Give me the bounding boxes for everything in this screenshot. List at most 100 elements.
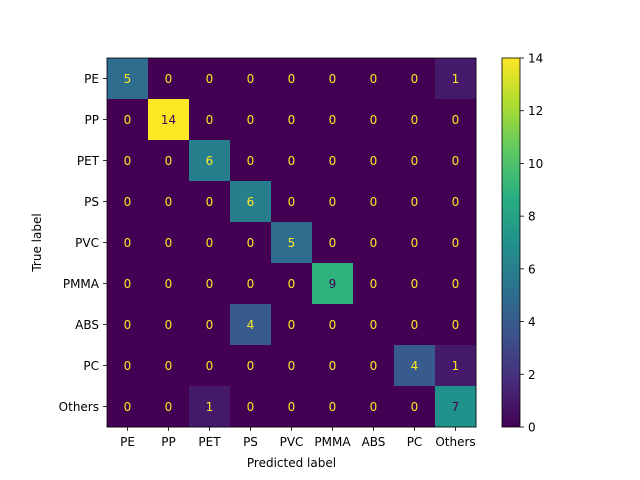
heatmap-cell (148, 304, 190, 346)
cell-value-label: 0 (329, 400, 337, 414)
heatmap-cell (230, 181, 272, 223)
colorbar-tick-label: 12 (528, 104, 543, 118)
heatmap-cell (230, 386, 272, 428)
heatmap-cell (353, 58, 395, 100)
cell-value-label: 0 (206, 72, 214, 86)
cell-value-label: 0 (452, 113, 460, 127)
x-tick-label: PS (243, 435, 258, 449)
y-tick-label: Others (59, 400, 99, 414)
colorbar-tick-label: 2 (528, 368, 536, 382)
heatmap-cells: 5 0 0 0 0 0 0 0 10 14 0 0 0 0 0 0 00 0 6 0 0 0 0 0 00 0 0 6 0 0 0 0 00 0 0… (107, 58, 477, 428)
cell-value-label: 0 (165, 277, 173, 291)
cell-value-label: 0 (247, 359, 255, 373)
y-tick-label: ABS (75, 318, 99, 332)
cell-value-label: 0 (411, 195, 419, 209)
cell-value-label: 0 (124, 154, 132, 168)
heatmap-cell (148, 181, 190, 223)
cell-value-label: 0 (411, 113, 419, 127)
cell-value-label: 0 (329, 318, 337, 332)
cell-value-label: 6 (206, 154, 214, 168)
heatmap-cell (271, 304, 313, 346)
cell-value-label: 0 (206, 113, 214, 127)
cell-value-label: 0 (329, 154, 337, 168)
heatmap-cell (353, 345, 395, 387)
colorbar-tick-label: 6 (528, 262, 536, 276)
heatmap-cell (189, 140, 231, 182)
x-tick-label: PVC (280, 435, 304, 449)
cell-value-label: 6 (247, 195, 255, 209)
heatmap-cell (394, 386, 436, 428)
heatmap-cell (189, 181, 231, 223)
cell-value-label: 0 (329, 113, 337, 127)
heatmap-cell (435, 140, 477, 182)
cell-value-label: 0 (124, 277, 132, 291)
cell-value-label: 0 (370, 72, 378, 86)
cell-value-label: 0 (452, 154, 460, 168)
cell-value-label: 0 (124, 195, 132, 209)
cell-value-label: 0 (411, 154, 419, 168)
x-axis: PE PP PET PS PVC PMMA ABS PC Others (120, 427, 476, 449)
colorbar-tick-label: 4 (528, 315, 536, 329)
heatmap-cell (435, 345, 477, 387)
heatmap-cell (271, 263, 313, 305)
cell-value-label: 0 (124, 400, 132, 414)
heatmap-cell (271, 345, 313, 387)
heatmap-cell (312, 263, 354, 305)
cell-value-label: 1 (452, 359, 460, 373)
x-tick-label: PMMA (314, 435, 351, 449)
cell-value-label: 0 (370, 359, 378, 373)
cell-value-label: 0 (452, 236, 460, 250)
cell-value-label: 0 (370, 154, 378, 168)
y-tick-label: PE (84, 72, 99, 86)
heatmap-cell (230, 263, 272, 305)
cell-value-label: 0 (247, 113, 255, 127)
cell-value-label: 0 (288, 359, 296, 373)
heatmap-cell (107, 58, 149, 100)
heatmap-cell (230, 99, 272, 141)
x-tick-label: PE (120, 435, 135, 449)
x-tick-label: ABS (362, 435, 386, 449)
cell-value-label: 0 (165, 154, 173, 168)
cell-value-label: 0 (288, 318, 296, 332)
heatmap-cell (230, 58, 272, 100)
cell-value-label: 0 (329, 236, 337, 250)
heatmap-cell (435, 222, 477, 264)
y-tick-label: PET (77, 154, 100, 168)
cell-value-label: 0 (124, 359, 132, 373)
heatmap-cell (435, 58, 477, 100)
heatmap-cell (230, 222, 272, 264)
heatmap-cell (271, 140, 313, 182)
cell-value-label: 0 (329, 195, 337, 209)
heatmap-cell (107, 345, 149, 387)
heatmap-cell (312, 345, 354, 387)
colorbar-tick-label: 10 (528, 157, 543, 171)
heatmap-cell (435, 99, 477, 141)
heatmap-cell (271, 386, 313, 428)
cell-value-label: 0 (288, 113, 296, 127)
heatmap-cell (394, 140, 436, 182)
heatmap-cell (394, 263, 436, 305)
heatmap-cell (394, 304, 436, 346)
cell-value-label: 4 (247, 318, 255, 332)
cell-value-label: 0 (370, 195, 378, 209)
cell-value-label: 0 (247, 72, 255, 86)
cell-value-label: 0 (165, 195, 173, 209)
cell-value-label: 0 (288, 72, 296, 86)
y-tick-label: PVC (75, 236, 99, 250)
cell-value-label: 0 (165, 236, 173, 250)
heatmap-cell (189, 263, 231, 305)
cell-value-label: 0 (206, 318, 214, 332)
cell-value-label: 0 (370, 113, 378, 127)
cell-value-label: 9 (329, 277, 337, 291)
x-tick-label: Others (435, 435, 475, 449)
x-tick-label: PP (161, 435, 175, 449)
heatmap-cell (148, 345, 190, 387)
cell-value-label: 0 (165, 318, 173, 332)
y-tick-label: PS (84, 195, 99, 209)
y-axis: PE PP PET PS PVC PMMA ABS PC Others (59, 72, 107, 414)
colorbar-frame (501, 57, 521, 428)
heatmap-cell (312, 386, 354, 428)
heatmap-cell (189, 386, 231, 428)
cell-value-label: 0 (206, 195, 214, 209)
heatmap-cell (271, 222, 313, 264)
